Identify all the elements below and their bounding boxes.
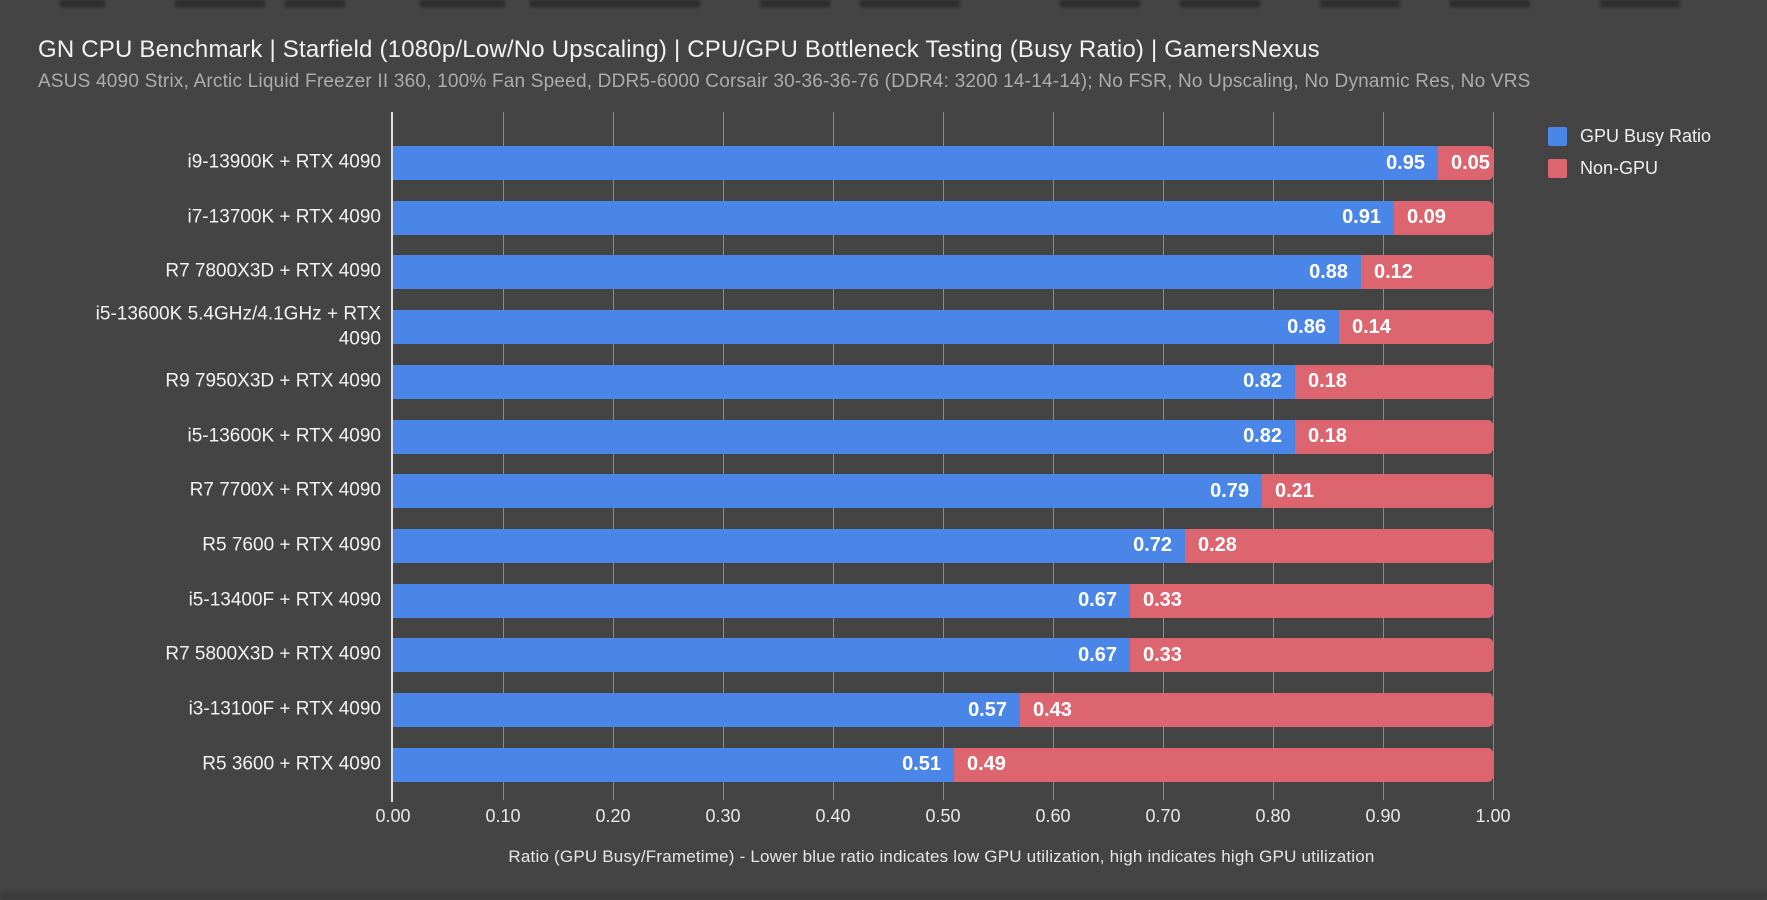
bar-value-non-gpu: 0.49 — [967, 753, 1006, 776]
bar-segment-gpu-busy: 0.88 — [393, 255, 1361, 290]
category-label: R9 7950X3D + RTX 4090 — [165, 370, 381, 392]
gridline — [1492, 112, 1494, 800]
bar-segment-gpu-busy: 0.67 — [393, 638, 1130, 673]
x-tick-label: 1.00 — [1475, 806, 1511, 826]
bar-value-non-gpu: 0.18 — [1308, 425, 1347, 447]
chart-subtitle: ASUS 4090 Strix, Arctic Liquid Freezer I… — [38, 71, 1531, 92]
top-edge-artifacts — [0, 0, 1767, 8]
x-axis-title: Ratio (GPU Busy/Frametime) - Lower blue … — [508, 847, 1375, 866]
bar-value-non-gpu: 0.05 — [1451, 151, 1490, 174]
gridline — [1382, 112, 1384, 800]
category-label: R7 7700X + RTX 4090 — [189, 479, 381, 501]
bar-value-gpu-busy: 0.86 — [1287, 315, 1326, 338]
gridline — [1272, 112, 1274, 800]
bar-segment-non-gpu: 0.33 — [1130, 583, 1493, 618]
bar-value-non-gpu: 0.33 — [1143, 643, 1182, 666]
x-tick-label: 0.30 — [705, 806, 741, 826]
bar-value-non-gpu: 0.18 — [1308, 370, 1347, 393]
category-label: i9-13900K + RTX 4090 — [187, 151, 381, 173]
bar-segment-non-gpu: 0.18 — [1295, 364, 1493, 399]
gridline — [502, 112, 504, 800]
bar-value-gpu-busy: 0.67 — [1078, 589, 1117, 612]
category-label: i5-13600K + RTX 4090 — [187, 425, 381, 447]
bar-segment-non-gpu: 0.28 — [1185, 528, 1493, 563]
bar-segment-gpu-busy: 0.82 — [393, 419, 1295, 454]
gridline — [942, 112, 944, 800]
gridline — [612, 112, 614, 800]
bar-segment-non-gpu: 0.12 — [1361, 255, 1493, 290]
bar-segment-non-gpu: 0.18 — [1295, 419, 1493, 454]
bar-segment-non-gpu: 0.14 — [1339, 310, 1493, 345]
legend-item-gpu-busy-ratio: GPU Busy Ratio — [1548, 126, 1711, 147]
bar-value-gpu-busy: 0.88 — [1309, 260, 1348, 283]
x-tick-label: 0.90 — [1365, 806, 1401, 826]
bar-segment-non-gpu: 0.09 — [1394, 200, 1493, 235]
bar-value-gpu-busy: 0.82 — [1243, 370, 1282, 393]
bar-value-gpu-busy: 0.95 — [1386, 151, 1425, 174]
bar-segment-gpu-busy: 0.57 — [393, 693, 1020, 727]
bar-segment-gpu-busy: 0.86 — [393, 310, 1339, 345]
category-label: i5-13400F + RTX 4090 — [188, 589, 381, 611]
y-axis-line — [391, 112, 393, 802]
gridline — [722, 112, 724, 800]
bar-segment-gpu-busy: 0.79 — [393, 474, 1262, 509]
x-tick-label: 0.80 — [1255, 806, 1291, 826]
bar-segment-gpu-busy: 0.51 — [393, 747, 954, 782]
bar-value-gpu-busy: 0.79 — [1210, 479, 1249, 502]
bar-segment-non-gpu: 0.49 — [954, 747, 1493, 782]
category-label: i5-13600K 5.4GHz/4.1GHz + RTX 4090 — [95, 303, 381, 350]
bar-value-gpu-busy: 0.67 — [1078, 643, 1117, 666]
bar-segment-gpu-busy: 0.91 — [393, 200, 1394, 235]
x-tick-label: 0.10 — [485, 806, 521, 826]
category-label: i3-13100F + RTX 4090 — [188, 698, 381, 720]
bar-segment-gpu-busy: 0.67 — [393, 583, 1130, 618]
bar-segment-gpu-busy: 0.82 — [393, 364, 1295, 399]
x-tick-label: 0.20 — [595, 806, 631, 826]
bar-value-non-gpu: 0.28 — [1198, 534, 1237, 557]
x-tick-label: 0.70 — [1145, 806, 1181, 826]
category-label: R5 3600 + RTX 4090 — [202, 753, 381, 775]
legend-item-non-gpu: Non-GPU — [1548, 158, 1711, 179]
bar-value-gpu-busy: 0.91 — [1342, 206, 1381, 229]
gridline — [832, 112, 834, 800]
x-tick-label: 0.40 — [815, 806, 851, 826]
category-label: R7 7800X3D + RTX 4090 — [165, 261, 381, 283]
bottom-edge-artifact — [0, 892, 1767, 900]
bar-segment-gpu-busy: 0.72 — [393, 528, 1185, 563]
bar-value-non-gpu: 0.21 — [1275, 479, 1314, 502]
legend-label-non-gpu: Non-GPU — [1580, 158, 1659, 178]
bar-value-gpu-busy: 0.72 — [1133, 534, 1172, 557]
category-label: i7-13700K + RTX 4090 — [187, 206, 381, 228]
legend-swatch-blue-icon — [1548, 127, 1567, 146]
bar-value-non-gpu: 0.33 — [1143, 589, 1182, 612]
bar-segment-non-gpu: 0.33 — [1130, 638, 1493, 673]
x-tick-label: 0.60 — [1035, 806, 1071, 826]
gridline — [1162, 112, 1164, 800]
bar-segment-gpu-busy: 0.95 — [393, 146, 1438, 180]
bar-value-gpu-busy: 0.51 — [902, 753, 941, 776]
legend-label-gpu-busy-ratio: GPU Busy Ratio — [1580, 126, 1712, 146]
category-label: R7 5800X3D + RTX 4090 — [165, 643, 381, 665]
bar-segment-non-gpu: 0.43 — [1020, 693, 1493, 727]
bar-value-non-gpu: 0.43 — [1033, 698, 1072, 721]
bar-value-non-gpu: 0.14 — [1352, 315, 1391, 338]
x-tick-label: 0.50 — [925, 806, 961, 826]
legend-swatch-red-icon — [1548, 159, 1567, 178]
bar-segment-non-gpu: 0.05 — [1438, 146, 1493, 180]
bar-value-gpu-busy: 0.82 — [1243, 425, 1282, 447]
bar-segment-non-gpu: 0.21 — [1262, 474, 1493, 509]
chart-title: GN CPU Benchmark | Starfield (1080p/Low/… — [38, 36, 1320, 63]
x-tick-label: 0.00 — [375, 806, 411, 826]
gridline — [1052, 112, 1054, 800]
category-label: R5 7600 + RTX 4090 — [202, 534, 381, 556]
bar-value-gpu-busy: 0.57 — [968, 698, 1007, 721]
bar-value-non-gpu: 0.12 — [1374, 260, 1413, 283]
legend: GPU Busy Ratio Non-GPU — [1548, 126, 1711, 190]
bar-value-non-gpu: 0.09 — [1407, 206, 1446, 229]
